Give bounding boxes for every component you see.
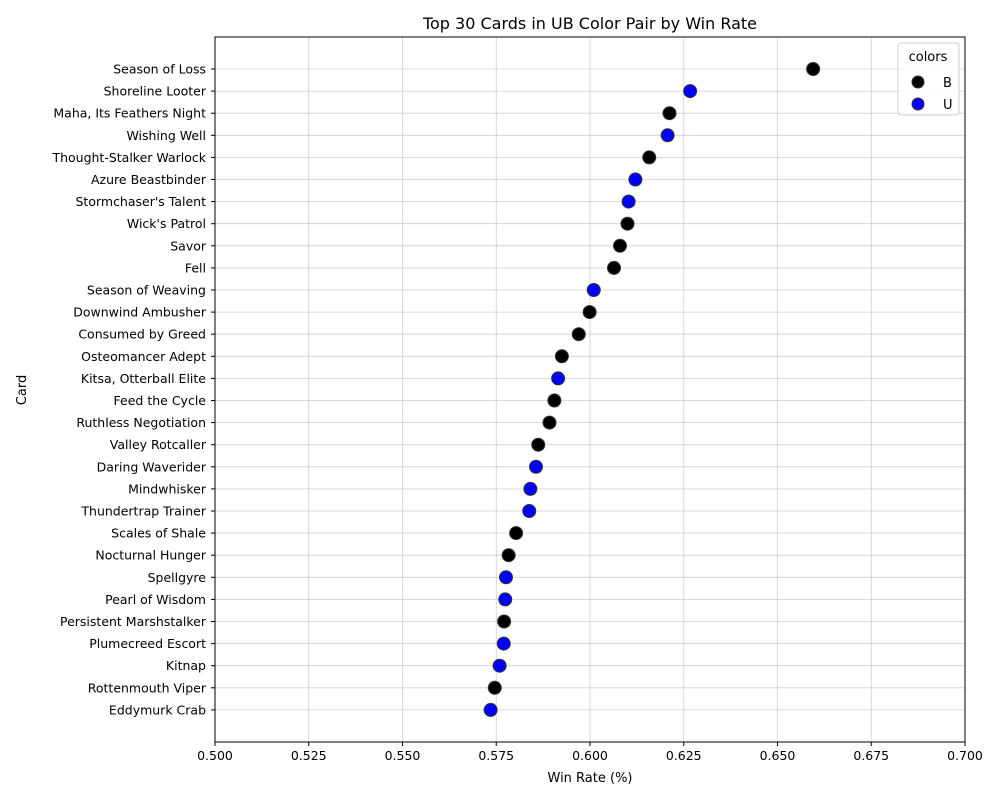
data-point [542,415,557,430]
x-tick-label: 0.525 [291,748,327,763]
data-point [683,84,698,99]
data-point [487,680,502,695]
data-points [483,62,821,717]
data-point [551,371,566,386]
x-tick-label: 0.550 [385,748,421,763]
y-tick-label: Eddymurk Crab [109,702,206,717]
legend-box [897,42,960,116]
y-tick-label: Season of Loss [113,62,206,77]
data-point [806,62,821,76]
x-tick-label: 0.650 [760,748,796,763]
legend-marker-u [911,97,925,111]
y-tick-label: Rottenmouth Viper [88,680,207,695]
data-point [497,614,512,629]
y-tick-label: Season of Weaving [87,283,206,298]
y-tick-label: Osteomancer Adept [81,349,206,364]
x-axis-label: Win Rate (%) [548,771,633,786]
data-point [613,238,627,253]
data-point [483,702,498,717]
data-point [582,305,597,320]
y-tick-label: Feed the Cycle [114,393,207,408]
y-tick-label: Consumed by Greed [78,327,206,342]
data-point [642,150,657,165]
y-tick-label: Thought-Stalker Warlock [51,150,206,165]
legend-marker-b [911,75,925,89]
y-tick-label: Nocturnal Hunger [95,548,207,563]
data-point [662,106,677,121]
y-tick-label: Ruthless Negotiation [76,415,206,430]
data-point [586,283,601,297]
data-point [499,570,513,585]
data-point [492,658,507,673]
y-tick-label: Azure Beastbinder [91,172,207,187]
legend: colors B U [897,42,960,116]
data-point [523,481,538,496]
y-tick-label: Savor [170,238,207,253]
legend-title: colors [909,50,948,65]
y-tick-label: Kitsa, Otterball Elite [81,371,206,386]
legend-label-u: U [943,98,953,113]
y-tick-label: Scales of Shale [111,526,206,541]
y-tick-label: Persistent Marshstalker [60,614,207,629]
y-tick-label: Daring Waverider [97,459,207,474]
y-tick-label: Spellgyre [148,570,207,585]
x-tick-label: 0.675 [853,748,889,763]
x-tick-label: 0.600 [572,748,608,763]
y-axis-label: Card [15,375,30,405]
data-point [509,526,524,541]
x-tick-label: 0.500 [197,748,233,763]
y-tick-label: Pearl of Wisdom [105,592,206,607]
data-point [621,194,636,209]
y-tick-label: Shoreline Looter [104,84,207,99]
y-tick-label: Maha, Its Feathers Night [53,106,206,121]
x-tick-label: 0.575 [478,748,514,763]
data-point [529,459,543,474]
chart-title: Top 30 Cards in UB Color Pair by Win Rat… [422,14,757,33]
data-point [531,437,546,452]
x-tick-label: 0.700 [947,748,983,763]
data-point [620,216,635,231]
data-point [571,327,586,342]
y-tick-label: Mindwhisker [128,481,207,496]
y-tick-label: Thundertrap Trainer [80,504,206,519]
data-point [628,172,643,187]
y-tick-label: Kitnap [166,658,206,673]
y-tick-label: Wishing Well [126,128,206,143]
y-tick-label: Plumecreed Escort [89,636,206,651]
y-tick-label: Downwind Ambusher [73,305,207,320]
data-point [498,592,513,607]
y-axis-ticks: Season of Loss Shoreline Looter Maha, Its … [51,62,215,717]
grid-lines [214,37,966,742]
y-tick-label: Valley Rotcaller [110,437,207,452]
y-tick-label: Stormchaser's Talent [75,194,206,209]
data-point [554,349,569,364]
data-point [522,504,537,518]
data-point [607,260,621,275]
x-axis-ticks: 0.500 0.525 0.550 0.575 0.600 0.625 0.650 0.675… [197,742,983,763]
data-point [496,636,511,651]
y-tick-label: Fell [185,260,206,275]
legend-label-b: B [943,76,952,91]
x-tick-label: 0.625 [666,748,702,763]
data-point [660,128,675,143]
data-point [547,393,562,408]
y-tick-label: Wick's Patrol [127,216,206,231]
data-point [501,548,516,563]
